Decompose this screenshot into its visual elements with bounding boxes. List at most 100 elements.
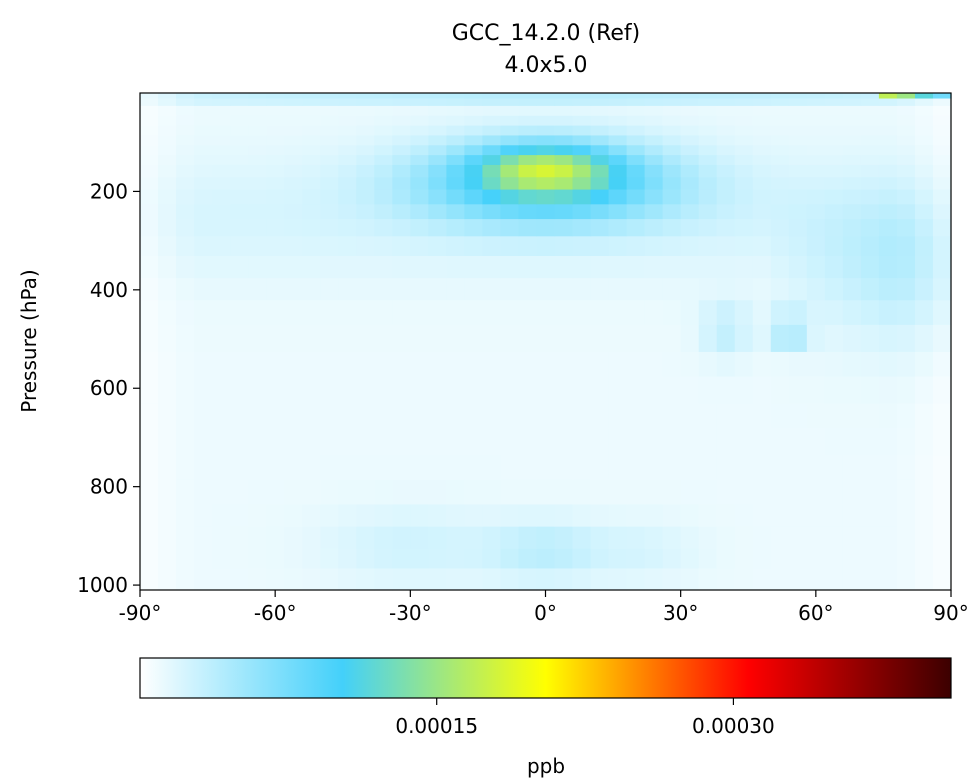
heatmap-cell (464, 124, 484, 136)
heatmap-cell (248, 324, 267, 352)
heatmap-cell (338, 218, 357, 237)
heatmap-cell (752, 403, 772, 429)
heatmap-cell (698, 203, 718, 220)
heatmap-cell (194, 105, 213, 116)
heatmap-cell (554, 351, 574, 377)
heatmap-cell (176, 93, 195, 99)
x-tick-label: 0° (534, 601, 557, 625)
heatmap-cell (752, 124, 772, 136)
heatmap-cell (806, 567, 826, 591)
heatmap-cell (482, 277, 502, 301)
heatmap-cell (824, 97, 844, 106)
heatmap-cell (212, 548, 231, 569)
heatmap-cell (536, 154, 556, 165)
heatmap-cell (626, 93, 646, 99)
heatmap-cell (500, 154, 520, 165)
heatmap-cell (194, 324, 213, 352)
heatmap-cell (464, 255, 484, 279)
heatmap-cell (158, 235, 177, 256)
heatmap-cell (770, 526, 790, 549)
heatmap-cell (140, 203, 159, 220)
heatmap-cell (212, 176, 231, 190)
heatmap-cell (428, 124, 447, 136)
heatmap-cell (752, 97, 772, 106)
heatmap-cell (716, 203, 736, 220)
heatmap-cell (140, 479, 159, 505)
heatmap-cell (158, 427, 177, 456)
heatmap-cell (392, 144, 411, 156)
heatmap-cell (590, 235, 610, 256)
heatmap-cell (356, 503, 375, 527)
heatmap-cell (374, 548, 393, 569)
heatmap-cell (824, 277, 844, 301)
heatmap-cell (284, 93, 303, 99)
heatmap-cell (860, 115, 880, 126)
heatmap-cell (230, 97, 249, 106)
heatmap-cell (680, 479, 700, 505)
heatmap-cell (356, 548, 375, 569)
heatmap-cell (914, 503, 934, 527)
heatmap-cell (464, 203, 484, 220)
heatmap-cell (752, 188, 772, 205)
heatmap-cell (464, 105, 484, 116)
heatmap-cell (806, 235, 826, 256)
heatmap-cell (662, 93, 682, 99)
heatmap-cell (734, 144, 754, 156)
heatmap-cell (824, 403, 844, 429)
heatmap-cell (482, 375, 502, 404)
heatmap-cell (266, 548, 285, 569)
heatmap-cell (770, 124, 790, 136)
heatmap-cell (914, 144, 934, 156)
heatmap-cell (680, 403, 700, 429)
heatmap-cell (320, 188, 339, 205)
heatmap-cell (554, 503, 574, 527)
heatmap-cell (392, 164, 411, 178)
heatmap-cell (734, 567, 754, 591)
heatmap-cell (356, 277, 375, 301)
heatmap-cell (644, 176, 664, 190)
heatmap-cell (338, 403, 357, 429)
heatmap-cell (446, 526, 465, 549)
heatmap-cell (248, 218, 267, 237)
heatmap-cell (662, 188, 682, 205)
heatmap-cell (860, 503, 880, 527)
heatmap-cell (410, 567, 429, 591)
heatmap-cell (338, 375, 357, 404)
heatmap-cell (626, 105, 646, 116)
heatmap-cell (878, 351, 898, 377)
heatmap-cell (212, 503, 231, 527)
heatmap-cell (932, 176, 952, 190)
heatmap-cell (608, 124, 628, 136)
heatmap-cell (158, 567, 177, 591)
heatmap-cell (734, 97, 754, 106)
heatmap-cell (230, 164, 249, 178)
heatmap-cell (338, 479, 357, 505)
heatmap-cell (374, 255, 393, 279)
heatmap-cell (266, 403, 285, 429)
heatmap-cell (464, 144, 484, 156)
heatmap-cell (788, 503, 808, 527)
heatmap-cell (662, 324, 682, 352)
heatmap-cell (482, 479, 502, 505)
heatmap-cell (896, 479, 916, 505)
heatmap-cell (932, 351, 952, 377)
x-tick-label: -90° (119, 601, 162, 625)
heatmap-cell (320, 351, 339, 377)
heatmap-cell (518, 277, 538, 301)
heatmap-cell (554, 277, 574, 301)
heatmap-cell (482, 144, 502, 156)
heatmap-cell (716, 351, 736, 377)
heatmap-cell (338, 124, 357, 136)
heatmap-cell (320, 454, 339, 480)
heatmap-cell (770, 164, 790, 178)
heatmap-cell (716, 115, 736, 126)
heatmap-cell (446, 154, 465, 165)
heatmap-cell (392, 403, 411, 429)
heatmap-cell (536, 203, 556, 220)
heatmap-cell (392, 427, 411, 456)
heatmap-cell (860, 324, 880, 352)
heatmap-cell (590, 188, 610, 205)
heatmap-cell (302, 124, 321, 136)
heatmap-cell (392, 567, 411, 591)
heatmap-cell (680, 176, 700, 190)
